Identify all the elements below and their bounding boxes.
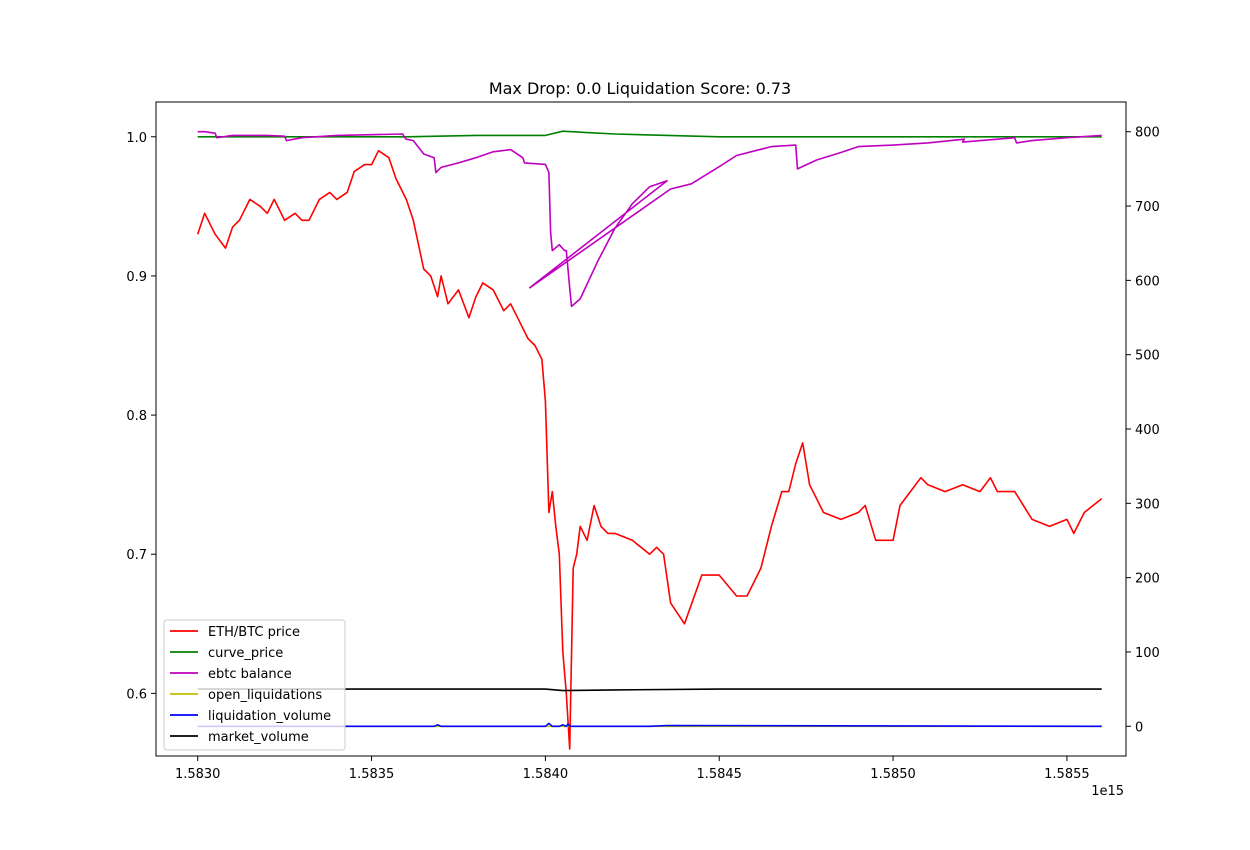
y-right-tick-label: 500 bbox=[1135, 349, 1160, 364]
y-left-tick-label: 1.0 bbox=[126, 131, 147, 146]
x-tick-label: 1.5845 bbox=[696, 767, 742, 782]
legend-label: open_liquidations bbox=[208, 688, 322, 703]
y-right-tick-label: 200 bbox=[1135, 572, 1160, 587]
series-line-market-volume bbox=[197, 688, 1102, 692]
y-right-tick-label: 0 bbox=[1135, 720, 1143, 735]
legend-box bbox=[163, 619, 346, 751]
legend-label: market_volume bbox=[208, 730, 309, 745]
y-left-tick-label: 0.9 bbox=[126, 270, 147, 285]
x-axis: 1.5830 1.5835 1.5840 1.5845 1.5850 1.5855 bbox=[175, 756, 1090, 782]
x-offset-label: 1e15 bbox=[1091, 784, 1124, 799]
y-right-tick-label: 400 bbox=[1135, 423, 1160, 438]
series-layer bbox=[196, 130, 1103, 750]
x-tick-label: 1.5830 bbox=[175, 767, 221, 782]
series-line-ebtc-balance bbox=[197, 130, 1102, 308]
y-left-tick-label: 0.8 bbox=[126, 409, 147, 424]
y-axis-right: 0 100 200 300 400 500 600 700 800 bbox=[1126, 126, 1160, 735]
y-right-tick-label: 300 bbox=[1135, 497, 1160, 512]
x-tick-label: 1.5850 bbox=[870, 767, 916, 782]
x-tick-label: 1.5840 bbox=[523, 767, 569, 782]
x-tick-label: 1.5855 bbox=[1044, 767, 1090, 782]
y-left-tick-label: 0.6 bbox=[126, 687, 147, 702]
y-right-tick-label: 100 bbox=[1135, 646, 1160, 661]
x-tick-label: 1.5835 bbox=[349, 767, 395, 782]
series-line-curve-price bbox=[197, 130, 1102, 138]
legend-label: liquidation_volume bbox=[208, 709, 331, 724]
legend-label: ETH/BTC price bbox=[208, 625, 300, 640]
y-right-tick-label: 700 bbox=[1135, 200, 1160, 215]
y-axis-left: 0.6 0.7 0.8 0.9 1.0 bbox=[126, 131, 156, 702]
legend-label: ebtc balance bbox=[208, 667, 292, 682]
chart-title: Max Drop: 0.0 Liquidation Score: 0.73 bbox=[489, 79, 791, 98]
y-right-tick-label: 800 bbox=[1135, 126, 1160, 141]
y-right-tick-label: 600 bbox=[1135, 274, 1160, 289]
legend-label: curve_price bbox=[208, 646, 283, 661]
series-line-liquidation-volume bbox=[197, 722, 1102, 728]
y-left-tick-label: 0.7 bbox=[126, 548, 147, 563]
series-line-eth-btc-price bbox=[196, 149, 1103, 750]
